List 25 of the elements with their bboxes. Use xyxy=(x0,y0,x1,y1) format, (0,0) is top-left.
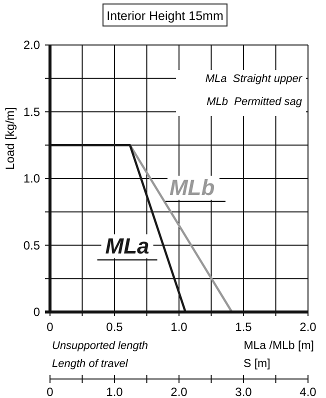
y-tick-label: 1.5 xyxy=(23,104,40,119)
x2-tick-label: 3.0 xyxy=(235,385,252,398)
y-tick-label: 0.5 xyxy=(23,238,40,252)
series-label: MLa xyxy=(105,233,150,258)
x2-axis-title: S [m] xyxy=(244,358,270,370)
x-tick-label: 1.0 xyxy=(170,320,188,334)
x-tick-label: 0 xyxy=(46,320,54,334)
x-tick-label: 1.5 xyxy=(235,320,252,334)
y-tick-label: 2.0 xyxy=(23,38,40,52)
x2-tick-label: 0 xyxy=(46,385,54,398)
x-axis-title: MLa /MLb [m] xyxy=(244,340,314,352)
series-label: MLb xyxy=(169,174,215,200)
y-tick-label: 1.0 xyxy=(23,172,40,186)
x2-tick-label: 4.0 xyxy=(300,385,317,398)
x-tick-label: 0.5 xyxy=(106,320,124,334)
x-tick-label: 2.0 xyxy=(300,320,317,334)
y-tick-label: 0 xyxy=(33,305,40,319)
text: Unsupported length xyxy=(52,340,148,352)
annotation: MLa Straight upper xyxy=(205,73,304,85)
annotation: MLb Permitted sag xyxy=(206,96,303,108)
x2-tick-label: 2.0 xyxy=(170,385,188,398)
chart-title: Interior Height 15mm xyxy=(106,9,224,23)
x2-tick-label: 1.0 xyxy=(106,385,124,398)
y-axis-title: Load [kg/m] xyxy=(3,107,17,170)
text: Length of travel xyxy=(52,358,128,370)
